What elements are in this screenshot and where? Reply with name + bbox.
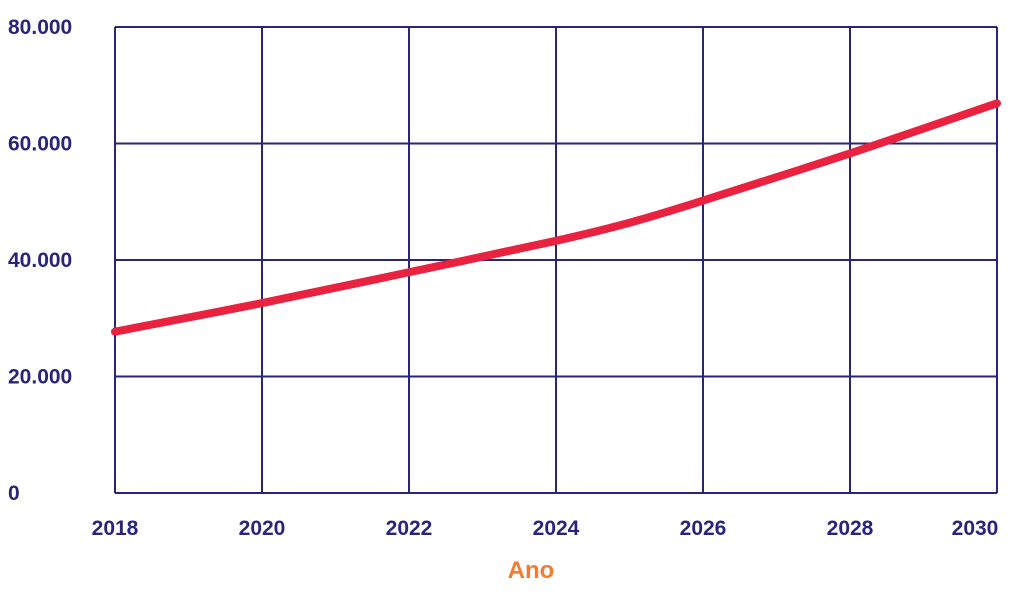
x-tick-label: 2026 [680, 517, 727, 540]
x-tick-label: 2020 [239, 517, 286, 540]
x-axis-ticks: 2018 2020 2022 2024 2026 2028 2030 [92, 517, 999, 540]
y-axis-ticks: 0 20.000 40.000 60.000 80.000 [8, 16, 72, 505]
y-tick-label: 40.000 [8, 249, 72, 272]
x-axis-label: Ano [508, 557, 555, 584]
grid-lines [114, 26, 998, 494]
x-tick-label: 2018 [92, 517, 139, 540]
x-tick-label: 2030 [952, 517, 999, 540]
x-tick-label: 2028 [827, 517, 874, 540]
series-line [111, 99, 1001, 336]
x-tick-label: 2024 [533, 517, 580, 540]
x-tick-label: 2022 [386, 517, 433, 540]
y-tick-label: 60.000 [8, 133, 72, 156]
y-tick-label: 0 [8, 482, 20, 505]
y-tick-label: 20.000 [8, 366, 72, 389]
y-tick-label: 80.000 [8, 16, 72, 39]
